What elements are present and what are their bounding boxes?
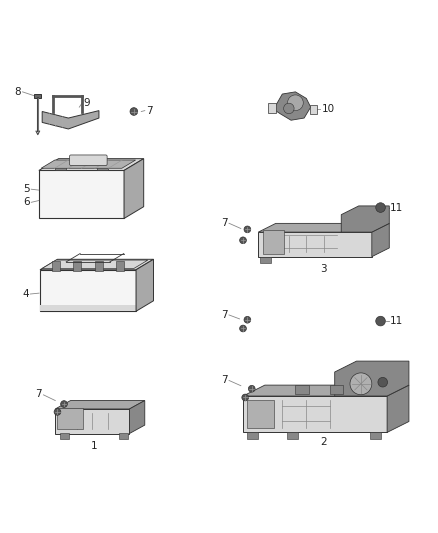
Text: 11: 11 bbox=[390, 316, 403, 326]
Polygon shape bbox=[243, 385, 409, 396]
Bar bbox=[60, 433, 69, 439]
Circle shape bbox=[376, 316, 385, 326]
Text: 1: 1 bbox=[91, 440, 98, 450]
Bar bbox=[295, 385, 308, 394]
Text: 5: 5 bbox=[23, 184, 30, 194]
Text: 11: 11 bbox=[390, 203, 403, 213]
Bar bbox=[34, 94, 41, 99]
Bar bbox=[74, 261, 81, 271]
Text: 3: 3 bbox=[321, 264, 327, 273]
Polygon shape bbox=[55, 400, 145, 409]
Text: 9: 9 bbox=[84, 98, 90, 108]
Polygon shape bbox=[124, 159, 144, 219]
Text: 7: 7 bbox=[221, 218, 228, 228]
Circle shape bbox=[284, 103, 294, 114]
Bar bbox=[310, 105, 317, 114]
Polygon shape bbox=[258, 232, 372, 257]
Circle shape bbox=[242, 394, 248, 401]
Bar bbox=[287, 432, 297, 439]
Circle shape bbox=[244, 226, 251, 233]
Text: 8: 8 bbox=[14, 87, 21, 97]
Text: 4: 4 bbox=[22, 289, 29, 299]
Polygon shape bbox=[41, 160, 136, 168]
Polygon shape bbox=[341, 206, 389, 232]
Bar bbox=[52, 261, 60, 271]
Polygon shape bbox=[247, 400, 274, 428]
Text: 7: 7 bbox=[221, 375, 228, 385]
Text: 6: 6 bbox=[23, 197, 30, 207]
Polygon shape bbox=[387, 385, 409, 432]
Polygon shape bbox=[136, 259, 153, 311]
Circle shape bbox=[244, 317, 251, 323]
Polygon shape bbox=[42, 111, 99, 129]
Polygon shape bbox=[39, 159, 144, 171]
Polygon shape bbox=[39, 171, 124, 219]
Bar bbox=[97, 161, 109, 171]
Circle shape bbox=[350, 373, 372, 395]
Bar bbox=[261, 257, 272, 263]
Polygon shape bbox=[243, 396, 387, 432]
Bar bbox=[116, 261, 124, 271]
Polygon shape bbox=[40, 270, 136, 311]
Bar bbox=[95, 261, 102, 271]
Circle shape bbox=[376, 203, 385, 212]
Circle shape bbox=[248, 385, 255, 392]
Polygon shape bbox=[40, 259, 153, 270]
Polygon shape bbox=[55, 409, 130, 433]
Bar bbox=[330, 385, 343, 394]
Bar bbox=[370, 432, 381, 439]
Circle shape bbox=[378, 377, 388, 387]
Polygon shape bbox=[40, 305, 136, 311]
Bar bbox=[119, 433, 128, 439]
Bar bbox=[247, 432, 258, 439]
Text: 7: 7 bbox=[146, 106, 153, 116]
Text: 2: 2 bbox=[321, 437, 327, 447]
Circle shape bbox=[130, 108, 138, 115]
Text: 11: 11 bbox=[392, 377, 406, 387]
Circle shape bbox=[54, 408, 61, 415]
Bar bbox=[57, 408, 83, 429]
Text: 10: 10 bbox=[321, 104, 335, 114]
Circle shape bbox=[240, 325, 247, 332]
Circle shape bbox=[60, 401, 67, 407]
Polygon shape bbox=[130, 400, 145, 433]
Bar bbox=[268, 103, 276, 113]
Bar bbox=[263, 230, 285, 254]
Text: 7: 7 bbox=[35, 390, 42, 399]
Text: 7: 7 bbox=[221, 310, 228, 319]
Bar bbox=[54, 161, 66, 171]
Polygon shape bbox=[258, 223, 389, 232]
Polygon shape bbox=[372, 223, 389, 257]
Circle shape bbox=[288, 95, 303, 111]
Circle shape bbox=[240, 237, 247, 244]
Polygon shape bbox=[274, 92, 311, 120]
Polygon shape bbox=[335, 361, 409, 396]
Polygon shape bbox=[42, 260, 148, 269]
FancyBboxPatch shape bbox=[70, 155, 107, 165]
